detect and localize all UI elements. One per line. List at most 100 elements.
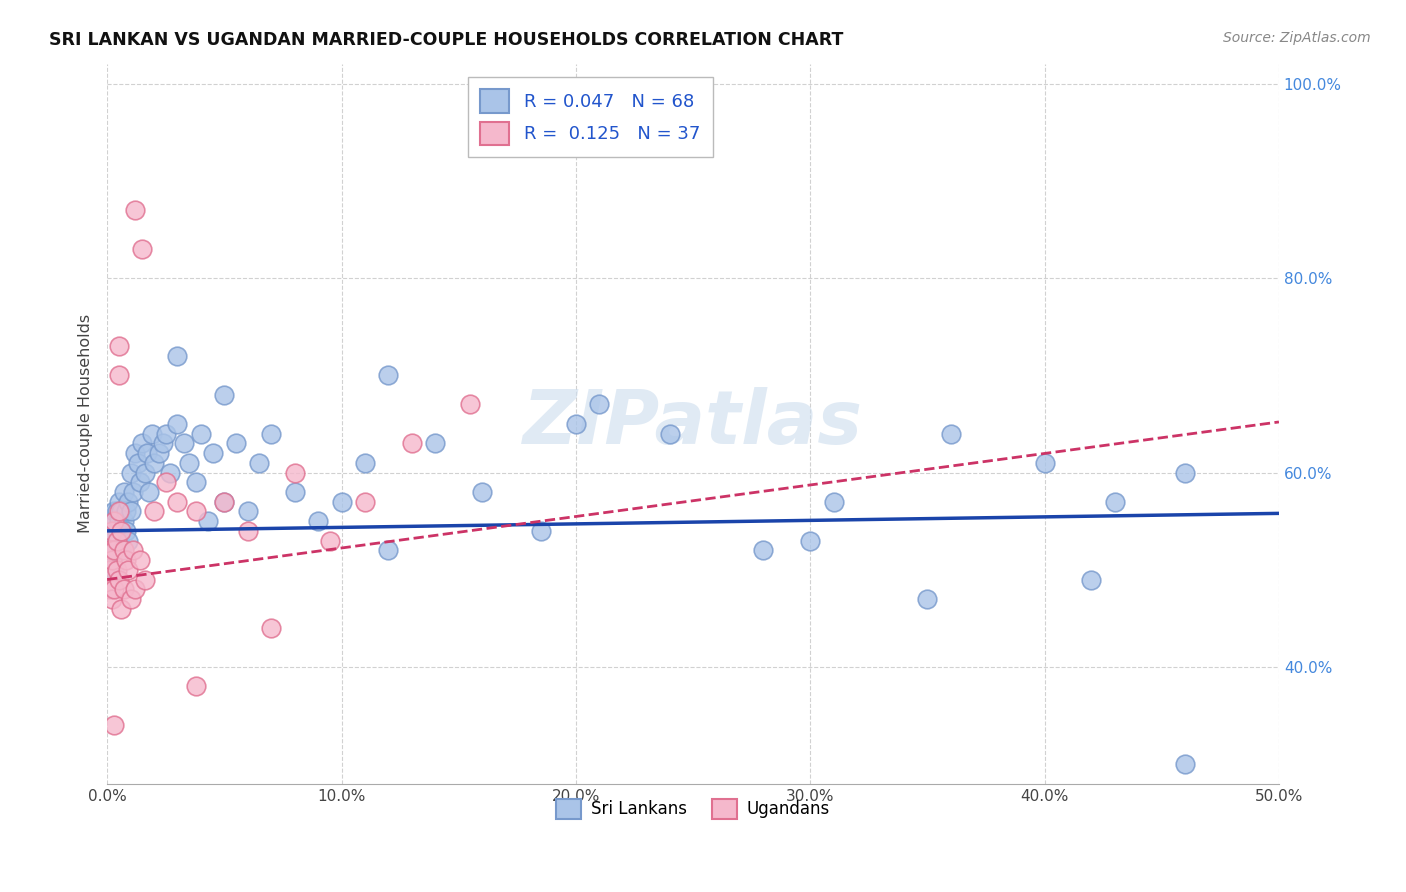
Point [752, 543, 775, 558]
Point [214, 494, 236, 508]
Point [129, 475, 152, 490]
Point [155, 426, 177, 441]
Point [214, 388, 236, 402]
Point [115, 504, 138, 518]
Point [105, 543, 128, 558]
Text: ZIPatlas: ZIPatlas [523, 387, 863, 460]
Point [148, 446, 170, 460]
Point [166, 494, 188, 508]
Y-axis label: Married-couple Households: Married-couple Households [79, 314, 93, 533]
Point [138, 485, 160, 500]
Point [103, 543, 125, 558]
Point [105, 504, 128, 518]
Point [101, 524, 124, 538]
Point [110, 543, 132, 558]
Point [112, 543, 135, 558]
Point [1174, 466, 1197, 480]
Legend: Sri Lankans, Ugandans: Sri Lankans, Ugandans [550, 792, 837, 826]
Point [117, 494, 139, 508]
Point [354, 494, 377, 508]
Point [460, 397, 482, 411]
Point [186, 680, 208, 694]
Point [190, 426, 212, 441]
Point [124, 446, 146, 460]
Point [201, 446, 224, 460]
Point [120, 466, 142, 480]
Point [101, 591, 124, 606]
Point [471, 485, 494, 500]
Point [108, 504, 131, 518]
Point [1080, 573, 1102, 587]
Point [112, 514, 135, 528]
Point [134, 466, 156, 480]
Point [98, 563, 121, 577]
Point [658, 426, 681, 441]
Point [330, 494, 353, 508]
Point [143, 504, 166, 518]
Point [105, 563, 128, 577]
Point [377, 368, 399, 383]
Point [103, 514, 125, 528]
Point [115, 524, 138, 538]
Point [98, 582, 121, 597]
Point [284, 485, 307, 500]
Point [823, 494, 845, 508]
Point [101, 553, 124, 567]
Point [124, 202, 146, 217]
Point [110, 524, 132, 538]
Point [425, 436, 447, 450]
Point [108, 494, 131, 508]
Point [101, 533, 124, 548]
Point [143, 456, 166, 470]
Text: Source: ZipAtlas.com: Source: ZipAtlas.com [1223, 31, 1371, 45]
Point [134, 573, 156, 587]
Point [179, 456, 201, 470]
Point [117, 533, 139, 548]
Point [917, 591, 939, 606]
Point [155, 475, 177, 490]
Point [112, 582, 135, 597]
Point [101, 553, 124, 567]
Point [173, 436, 195, 450]
Point [98, 543, 121, 558]
Point [354, 456, 377, 470]
Point [141, 426, 163, 441]
Point [115, 553, 138, 567]
Point [103, 543, 125, 558]
Point [377, 543, 399, 558]
Point [117, 563, 139, 577]
Point [166, 417, 188, 431]
Point [799, 533, 821, 548]
Point [236, 524, 259, 538]
Point [197, 514, 219, 528]
Point [131, 436, 153, 450]
Point [98, 543, 121, 558]
Point [108, 368, 131, 383]
Point [105, 533, 128, 548]
Point [249, 456, 271, 470]
Point [530, 524, 553, 538]
Point [101, 514, 124, 528]
Point [129, 553, 152, 567]
Point [131, 242, 153, 256]
Point [1104, 494, 1126, 508]
Point [319, 533, 342, 548]
Point [110, 601, 132, 615]
Point [103, 504, 125, 518]
Point [105, 524, 128, 538]
Point [260, 621, 283, 635]
Point [103, 582, 125, 597]
Point [565, 417, 588, 431]
Point [186, 504, 208, 518]
Point [98, 524, 121, 538]
Point [108, 514, 131, 528]
Point [124, 582, 146, 597]
Point [122, 543, 145, 558]
Point [1174, 757, 1197, 772]
Point [588, 397, 610, 411]
Point [307, 514, 329, 528]
Point [103, 718, 125, 732]
Point [122, 485, 145, 500]
Point [103, 563, 125, 577]
Point [112, 485, 135, 500]
